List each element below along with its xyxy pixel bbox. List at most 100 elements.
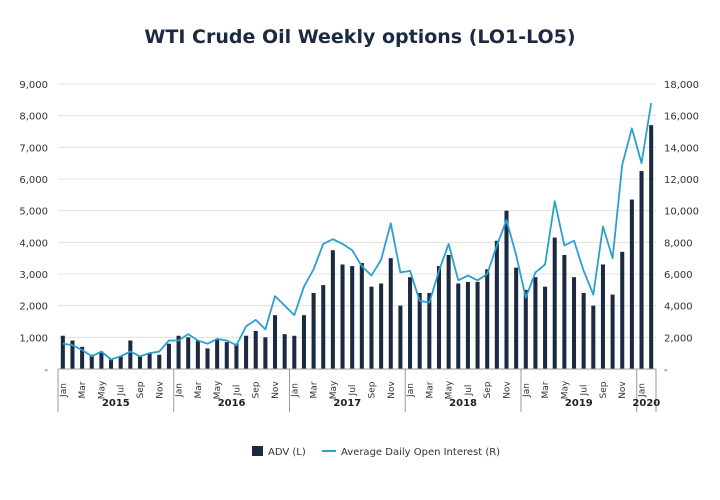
month-tick-label: May bbox=[445, 380, 455, 399]
right-axis-tick-label: 2,000 bbox=[664, 333, 693, 344]
year-label: 2018 bbox=[449, 398, 477, 409]
adv-bar bbox=[417, 293, 422, 369]
year-label: 2015 bbox=[102, 398, 130, 409]
left-axis-tick-label: 9,000 bbox=[19, 80, 48, 91]
month-tick-label: Mar bbox=[541, 381, 551, 398]
adv-bar bbox=[60, 335, 65, 369]
adv-bar bbox=[292, 335, 297, 369]
month-tick-label: May bbox=[329, 380, 339, 399]
adv-bar bbox=[311, 293, 316, 369]
month-tick-label: Jul bbox=[348, 385, 358, 397]
right-axis-tick-label: 12,000 bbox=[664, 175, 699, 186]
adv-bar bbox=[147, 353, 152, 369]
adv-bar bbox=[166, 343, 171, 369]
adv-bar bbox=[379, 283, 384, 369]
right-axis-tick-label: 14,000 bbox=[664, 143, 699, 154]
adv-bar bbox=[388, 258, 393, 369]
adv-bar bbox=[195, 340, 200, 369]
adv-bar bbox=[639, 171, 644, 369]
month-tick-label: Sep bbox=[136, 381, 146, 398]
adv-bar bbox=[504, 210, 509, 369]
adv-bar bbox=[562, 255, 567, 369]
month-tick-label: Jan bbox=[175, 383, 185, 398]
adv-bar bbox=[350, 266, 355, 369]
adv-bar bbox=[70, 340, 75, 369]
adv-bar bbox=[436, 266, 442, 369]
adv-bar bbox=[398, 305, 403, 369]
month-tick-label: May bbox=[213, 380, 223, 399]
month-tick-label: Sep bbox=[252, 381, 262, 398]
adv-bar bbox=[205, 348, 210, 369]
month-tick-label: Sep bbox=[367, 381, 377, 398]
adv-bar bbox=[408, 277, 413, 369]
adv-bar bbox=[263, 337, 268, 369]
adv-bar bbox=[629, 199, 634, 369]
left-axis-tick-label: 8,000 bbox=[19, 112, 48, 123]
adv-bar bbox=[427, 293, 432, 369]
month-tick-label: May bbox=[97, 380, 107, 399]
month-tick-label: Nov bbox=[387, 381, 397, 399]
month-tick-label: Jan bbox=[59, 383, 69, 398]
legend-label-adv: ADV (L) bbox=[268, 447, 306, 458]
adv-bar bbox=[340, 264, 345, 369]
month-tick-label: Nov bbox=[618, 381, 628, 399]
adv-bar bbox=[282, 334, 287, 369]
adv-bar bbox=[89, 354, 94, 369]
month-tick-label: Sep bbox=[483, 381, 493, 398]
adv-bar bbox=[176, 335, 181, 369]
month-tick-label: Sep bbox=[599, 381, 609, 398]
adv-bar bbox=[80, 346, 85, 369]
right-axis-tick-label: 16,000 bbox=[664, 112, 699, 123]
adv-bar bbox=[543, 286, 548, 369]
year-label: 2020 bbox=[632, 398, 660, 409]
month-tick-label: Mar bbox=[78, 381, 88, 398]
adv-bar bbox=[494, 240, 499, 369]
adv-bar bbox=[186, 337, 191, 369]
adv-bar bbox=[485, 269, 490, 369]
adv-bar bbox=[620, 251, 625, 369]
right-axis-tick-label: 8,000 bbox=[664, 238, 693, 249]
month-tick-label: Jan bbox=[406, 383, 416, 398]
month-tick-label: Mar bbox=[425, 381, 435, 398]
month-tick-label: Jul bbox=[117, 385, 127, 397]
left-axis-tick-label: 2,000 bbox=[19, 302, 48, 313]
adv-bar bbox=[99, 351, 104, 369]
adv-bar bbox=[610, 294, 615, 369]
adv-bar bbox=[369, 286, 374, 369]
legend-swatch-adv bbox=[252, 446, 263, 456]
adv-bar bbox=[157, 354, 162, 369]
month-tick-label: Jul bbox=[232, 385, 242, 397]
left-axis-tick-label: - bbox=[44, 365, 48, 376]
month-tick-label: Mar bbox=[310, 381, 320, 398]
adv-bar bbox=[446, 255, 451, 369]
month-tick-label: Nov bbox=[503, 381, 513, 399]
left-axis-tick-label: 6,000 bbox=[19, 175, 48, 186]
adv-bar bbox=[456, 283, 461, 369]
year-label: 2019 bbox=[565, 398, 593, 409]
left-axis-tick-label: 4,000 bbox=[19, 238, 48, 249]
chart-title: WTI Crude Oil Weekly options (LO1-LO5) bbox=[144, 26, 576, 48]
adv-bar bbox=[137, 356, 143, 369]
adv-bar bbox=[253, 331, 258, 369]
right-axis-tick-label: 10,000 bbox=[664, 207, 699, 218]
adv-bar bbox=[321, 285, 326, 369]
adv-bar bbox=[591, 305, 596, 369]
adv-bar bbox=[301, 315, 306, 369]
left-axis-tick-label: 3,000 bbox=[19, 270, 48, 281]
year-label: 2016 bbox=[218, 398, 246, 409]
month-tick-label: Jan bbox=[638, 383, 648, 398]
adv-bar bbox=[600, 264, 605, 369]
year-label: 2017 bbox=[333, 398, 361, 409]
open-interest-line bbox=[62, 102, 653, 361]
adv-bar bbox=[475, 281, 480, 369]
right-axis-tick-label: 18,000 bbox=[664, 80, 699, 91]
month-tick-label: Jul bbox=[464, 385, 474, 397]
left-axis-tick-label: 7,000 bbox=[19, 143, 48, 154]
month-tick-label: Jan bbox=[290, 383, 300, 398]
month-tick-label: Jan bbox=[522, 383, 532, 398]
adv-bar bbox=[649, 125, 654, 370]
adv-bar bbox=[581, 293, 586, 369]
month-tick-label: May bbox=[560, 380, 570, 399]
month-tick-label: Nov bbox=[155, 381, 165, 399]
